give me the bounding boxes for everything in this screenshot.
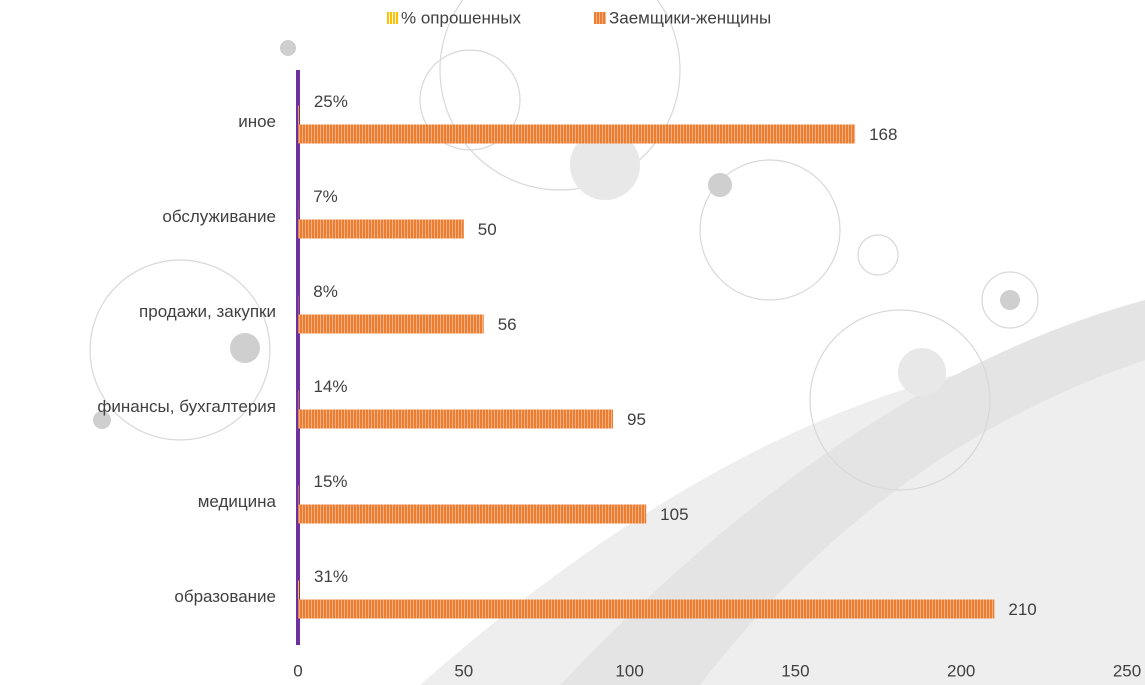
data-label: 210 (1008, 600, 1036, 619)
y-tick-label: образование (174, 587, 276, 606)
bar (298, 600, 994, 619)
data-label: 14% (313, 377, 347, 396)
data-label: 168 (869, 125, 897, 144)
data-label: 7% (313, 187, 338, 206)
bar (298, 125, 855, 144)
legend: % опрошенных Заемщики-женщины (386, 8, 771, 27)
legend-label: % опрошенных (401, 8, 521, 27)
y-tick-label: медицина (198, 492, 277, 511)
data-label: 25% (314, 92, 348, 111)
x-tick-label: 50 (454, 661, 473, 680)
x-tick-label: 250 (1113, 661, 1141, 680)
legend-swatch (386, 12, 398, 24)
data-label: 95 (627, 410, 646, 429)
data-label: 15% (313, 472, 347, 491)
bar (298, 106, 299, 125)
legend-label: Заемщики-женщины (609, 8, 771, 27)
data-label: 56 (498, 315, 517, 334)
x-tick-label: 100 (615, 661, 643, 680)
bar (298, 410, 613, 429)
x-tick-label: 200 (947, 661, 975, 680)
bar (298, 315, 484, 334)
legend-swatch (594, 12, 606, 24)
background-decoration (90, 0, 1145, 685)
bar (298, 505, 646, 524)
y-tick-label: иное (238, 112, 276, 131)
x-tick-label: 0 (293, 661, 302, 680)
data-label: 31% (314, 567, 348, 586)
data-label: 8% (313, 282, 338, 301)
data-label: 105 (660, 505, 688, 524)
chart: % опрошенных Заемщики-женщины 0 50 100 150 20… (0, 0, 1145, 685)
x-tick-label: 150 (781, 661, 809, 680)
bar (298, 581, 299, 600)
y-tick-label: продажи, закупки (139, 302, 276, 321)
y-tick-label: финансы, бухгалтерия (97, 397, 276, 416)
y-tick-label: обслуживание (162, 207, 276, 226)
data-label: 50 (478, 220, 497, 239)
bar (298, 220, 464, 239)
